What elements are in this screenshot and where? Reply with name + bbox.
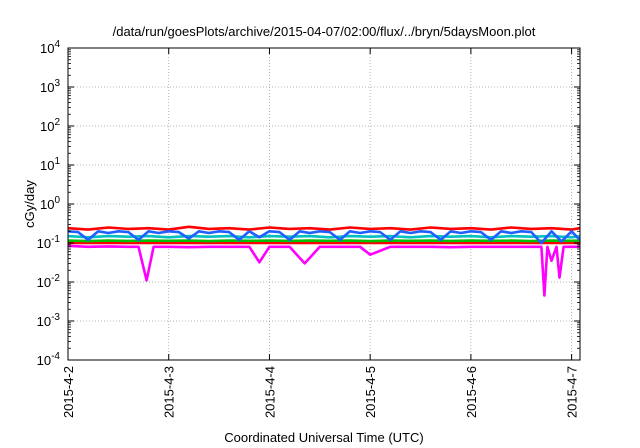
y-tick-label: 102 <box>40 117 60 134</box>
series-line-4 <box>67 234 580 239</box>
series-line-1 <box>67 244 580 297</box>
x-tick-label: 2015-4-4 <box>262 366 277 418</box>
series-line-6 <box>67 230 581 245</box>
chart-title: /data/run/goesPlots/archive/2015-04-07/0… <box>113 24 536 39</box>
y-tick-label: 10-2 <box>37 273 61 290</box>
series-group <box>67 225 581 297</box>
y-tick-label: 104 <box>40 39 60 56</box>
x-tick-label: 2015-4-7 <box>565 366 580 418</box>
x-axis-label: Coordinated Universal Time (UTC) <box>224 430 423 445</box>
y-tick-label: 100 <box>40 195 60 212</box>
series-line-3 <box>67 239 580 243</box>
y-axis-label: cGy/day <box>22 180 37 228</box>
y-tick-label: 10-3 <box>37 312 61 329</box>
x-tick-label: 2015-4-3 <box>162 366 177 418</box>
x-tick-label: 2015-4-5 <box>363 366 378 418</box>
x-ticks: 2015-4-2 2015-4-3 2015-4-4 2015-4-5 2015-4-6… <box>61 48 580 418</box>
y-tick-label: 101 <box>40 156 60 173</box>
series-line-5 <box>67 225 580 231</box>
y-tick-label: 10-1 <box>37 234 61 251</box>
y-tick-label: 103 <box>40 78 60 95</box>
y-ticks: 10-4 10-3 10-2 10-1 100 101 102 103 104 <box>37 39 580 368</box>
x-tick-label: 2015-4-2 <box>61 366 76 418</box>
x-tick-label: 2015-4-6 <box>464 366 479 418</box>
grid <box>68 48 580 360</box>
y-tick-label: 10-4 <box>37 351 61 368</box>
